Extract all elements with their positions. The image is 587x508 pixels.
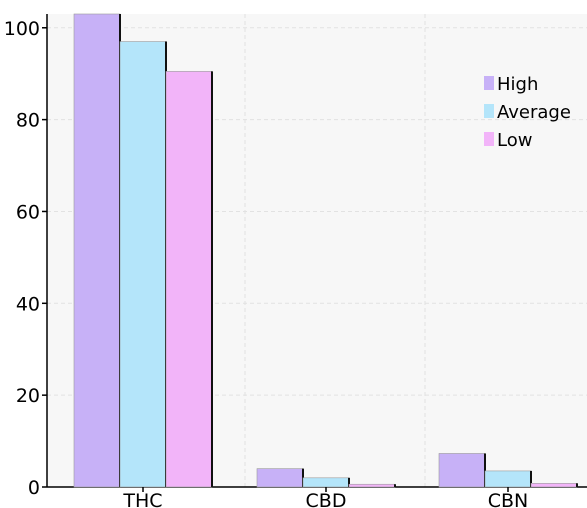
x-tick-label-cbd: CBD [306,490,347,508]
legend-swatch-low [484,132,494,146]
bar-low-cbd [348,483,396,488]
y-tick-label-0: 0 [28,477,40,499]
y-tick-label-3: 60 [16,201,40,223]
legend-swatch-average [484,104,494,118]
bar-high-cbd [256,468,304,488]
legend: High Average Low [484,74,571,151]
bar-low-cbn [530,483,578,488]
y-tick-label-2: 40 [16,293,40,315]
x-tick-label-cbn: CBN [488,490,529,508]
bars [73,13,578,488]
bar-low-thc [165,71,213,488]
bar-high-cbn [438,453,486,488]
legend-swatch-high [484,76,494,90]
bar-average-cbn [484,470,532,488]
grid-lines [47,14,587,487]
legend-label-high: High [497,74,538,95]
bar-average-thc [119,41,167,488]
legend-label-average: Average [497,102,571,123]
y-axis-ticks: 0 20 40 60 80 100 [4,18,47,499]
y-tick-label-4: 80 [16,110,40,132]
x-tick-label-thc: THC [122,490,162,508]
bar-average-cbd [302,477,350,488]
legend-label-low: Low [497,130,532,151]
y-tick-label-5: 100 [4,18,40,40]
bar-high-thc [73,13,121,488]
y-tick-label-1: 20 [16,385,40,407]
x-axis-labels: THC CBD CBN [122,487,528,508]
